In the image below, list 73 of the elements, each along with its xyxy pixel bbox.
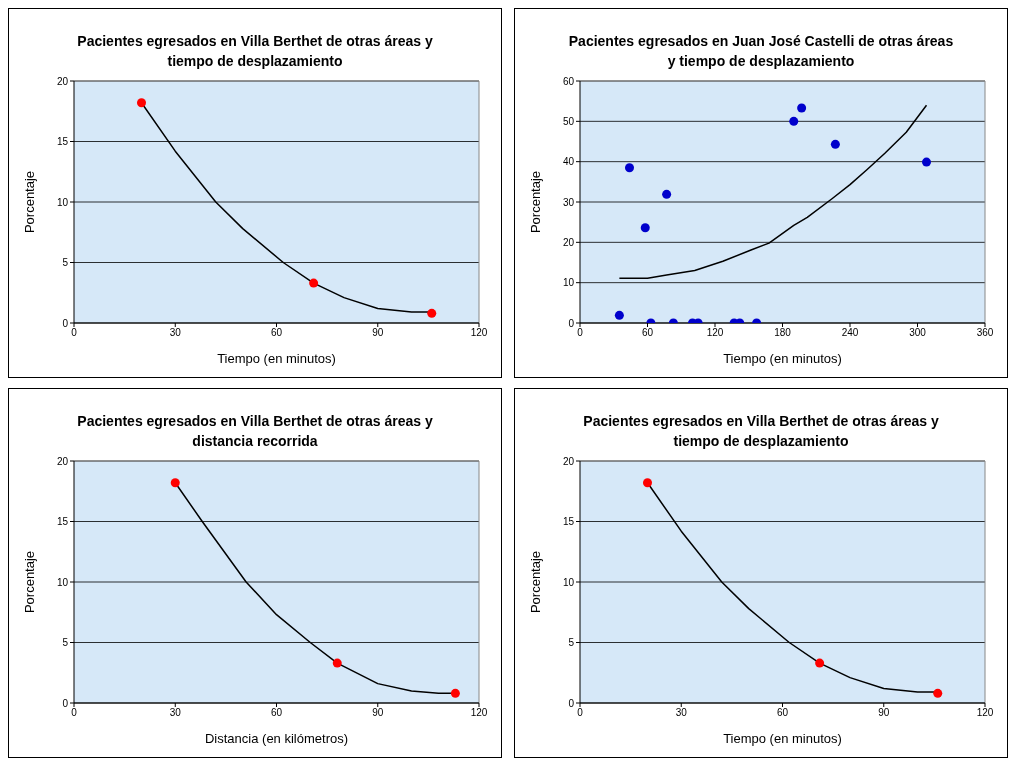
x-axis-title: Tiempo (en minutos) [723,731,842,746]
y-tick-label: 50 [562,115,575,127]
y-tick-label: 10 [562,576,575,588]
point [450,688,460,698]
y-axis-title: Porcentaje [527,170,543,234]
y-tick-label: 5 [568,637,575,649]
point [815,658,825,668]
x-tick-label: 120 [976,707,994,719]
x-tick-label: 90 [878,707,890,719]
chart-title: Pacientes egresados en Villa Berthet de otras áreas y tiempo de desplazamiento [76,32,434,71]
y-tick-label: 15 [562,516,575,528]
x-tick-label: 120 [706,327,724,339]
y-tick-label: 0 [568,317,575,329]
x-tick-label: 60 [270,327,283,339]
x-tick-label: 0 [577,327,584,339]
x-tick-label: 0 [71,327,78,339]
point [136,98,147,108]
y-tick-label: 0 [62,697,69,709]
point [170,478,180,488]
x-tick-label: 120 [470,707,488,719]
x-tick-label: 30 [169,327,182,339]
y-tick-label: 60 [562,75,575,87]
point [624,163,635,173]
y-tick-label: 40 [562,156,575,168]
point [309,278,319,288]
point [921,157,932,167]
chart-title: Pacientes egresados en Villa Berthet de otras áreas y tiempo de desplazamiento [582,412,940,451]
y-tick-label: 0 [62,317,69,329]
x-tick-label: 360 [976,327,994,339]
x-tick-label: 300 [909,327,927,339]
y-tick-label: 10 [562,277,575,289]
y-tick-label: 10 [56,196,69,208]
y-tick-label: 20 [562,236,575,248]
point [640,223,650,233]
point [797,103,807,113]
y-axis-title: Porcentaje [21,170,37,234]
y-tick-label: 20 [56,75,69,87]
point [614,310,624,320]
x-tick-label: 240 [841,327,859,339]
point [642,478,653,488]
x-tick-label: 90 [372,707,384,719]
x-tick-label: 60 [776,707,789,719]
x-tick-label: 180 [774,327,792,339]
x-axis-title: Distancia (en kilómetros) [204,731,349,746]
x-axis-title: Tiempo (en minutos) [217,351,336,366]
y-axis-title: Porcentaje [21,550,37,614]
y-tick-label: 30 [562,196,575,208]
y-tick-label: 15 [56,516,69,528]
y-axis-title: Porcentaje [527,550,543,614]
x-tick-label: 120 [470,327,488,339]
x-tick-label: 60 [641,327,654,339]
x-axis-title: Tiempo (en minutos) [723,351,842,366]
point [830,139,840,149]
y-tick-label: 10 [56,576,69,588]
x-tick-label: 0 [577,707,584,719]
y-tick-label: 15 [56,136,69,148]
x-tick-label: 0 [71,707,78,719]
point [662,189,672,199]
x-tick-label: 30 [169,707,182,719]
point [789,116,799,126]
y-tick-label: 0 [568,697,575,709]
y-tick-label: 20 [56,455,69,467]
y-tick-label: 5 [62,257,69,269]
chart-title: Pacientes egresados en Villa Berthet de otras áreas y distancia recorrida [76,412,434,451]
point [427,308,437,318]
y-tick-label: 20 [562,455,575,467]
y-tick-label: 5 [62,637,69,649]
chart-title: Pacientes egresados en Juan José Castelli de otras áreas y tiempo de desplazamiento [567,32,955,71]
x-tick-label: 90 [372,327,384,339]
point [332,658,342,668]
x-tick-label: 30 [675,707,688,719]
x-tick-label: 60 [270,707,283,719]
point [933,688,943,698]
